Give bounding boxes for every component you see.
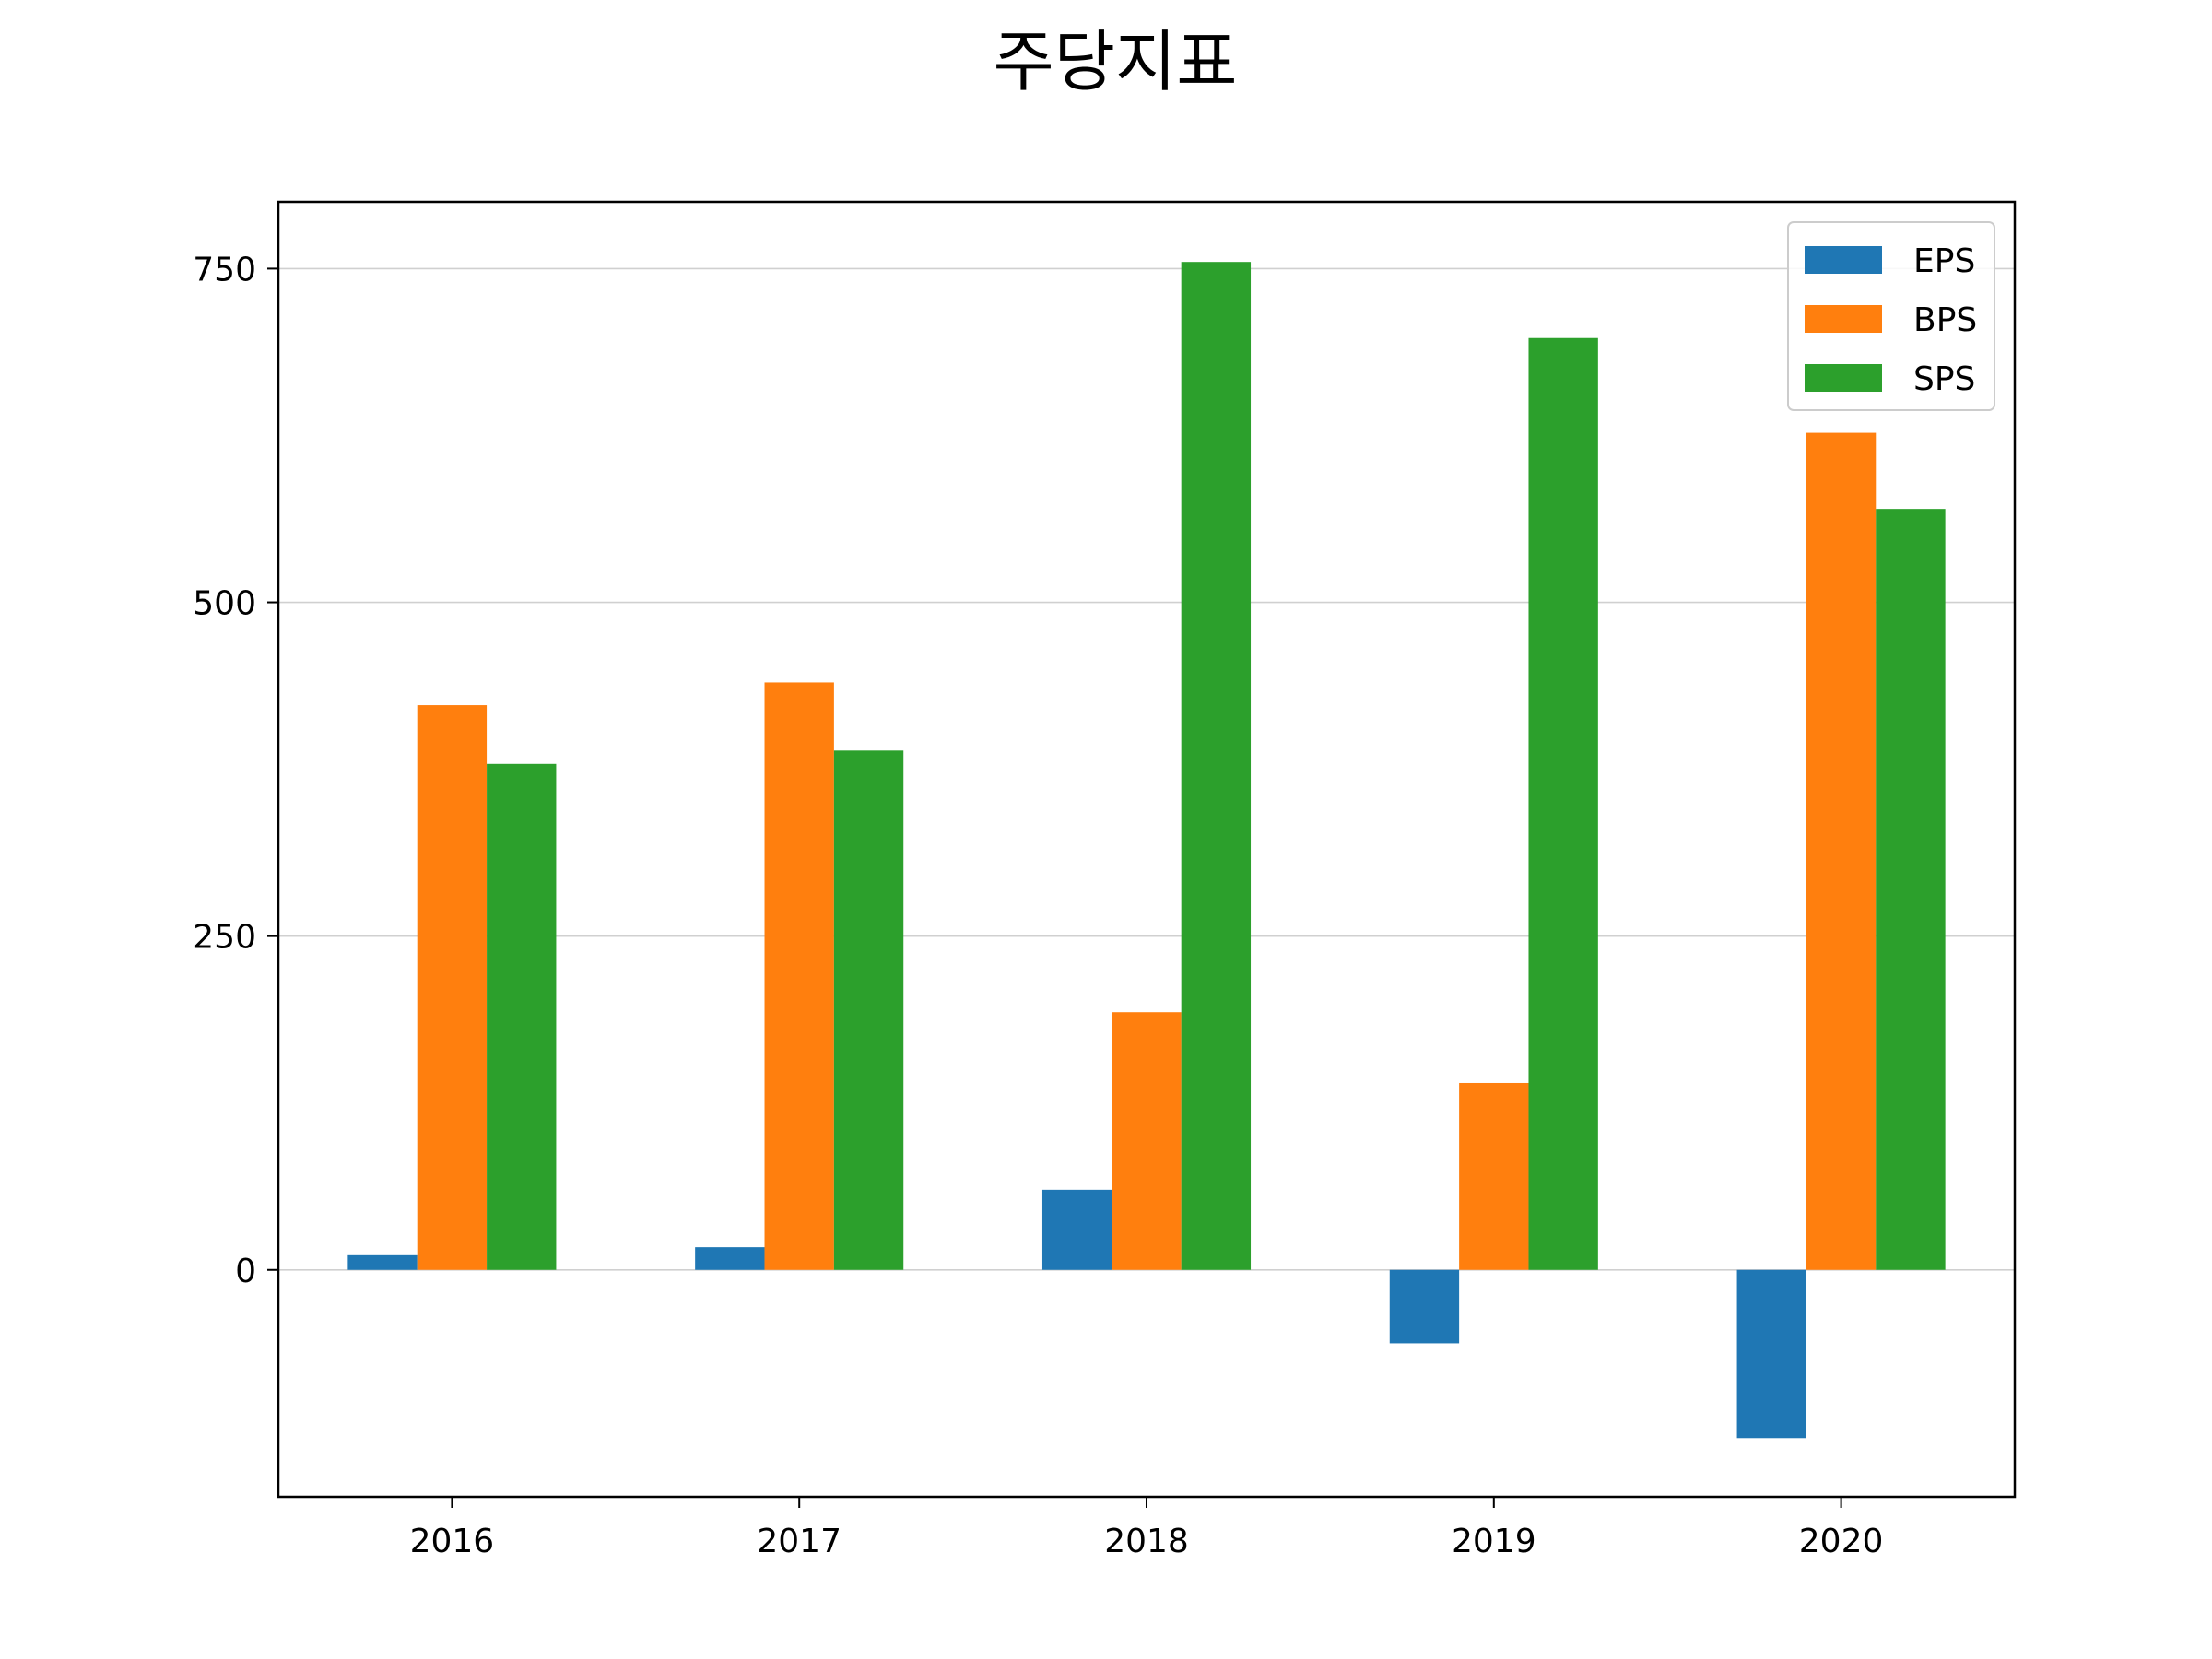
y-axis: 0 250 500 750: [193, 251, 278, 1290]
bar-sps-2016: [487, 763, 557, 1270]
x-tick-label: 2017: [757, 1523, 841, 1560]
legend-label-bps: BPS: [1913, 301, 1977, 339]
bar-bps-2017: [764, 682, 834, 1270]
x-tick-label: 2020: [1799, 1523, 1884, 1560]
legend: EPS BPS SPS: [1787, 221, 1995, 411]
legend-swatch-sps: [1805, 364, 1882, 392]
bar-bps-2018: [1112, 1012, 1182, 1270]
legend-label-sps: SPS: [1913, 360, 1975, 398]
bar-eps-2020: [1736, 1269, 1806, 1439]
x-axis: 2016 2017 2018 2019 2020: [410, 1497, 1884, 1560]
bars: [347, 262, 1946, 1439]
bar-sps-2020: [1876, 509, 1946, 1270]
bar-eps-2016: [347, 1254, 418, 1270]
y-tick-label: 250: [193, 919, 256, 957]
bar-sps-2019: [1528, 337, 1598, 1270]
x-tick-label: 2018: [1104, 1523, 1189, 1560]
bar-sps-2018: [1181, 262, 1252, 1270]
bar-eps-2019: [1389, 1269, 1460, 1344]
bar-eps-2017: [695, 1247, 765, 1270]
y-tick-label: 500: [193, 585, 256, 623]
x-tick-label: 2016: [410, 1523, 495, 1560]
grid-lines: [278, 267, 2015, 1271]
bar-sps-2017: [833, 750, 904, 1270]
bar-bps-2019: [1459, 1082, 1529, 1270]
bar-eps-2018: [1041, 1189, 1112, 1270]
y-tick-label: 750: [193, 251, 256, 288]
legend-swatch-bps: [1805, 305, 1882, 333]
y-tick-label: 0: [235, 1253, 256, 1290]
chart-title: 주당지표: [994, 23, 1238, 100]
legend-swatch-eps: [1805, 246, 1882, 274]
x-tick-label: 2019: [1452, 1523, 1536, 1560]
bar-bps-2016: [417, 705, 488, 1270]
bar-bps-2020: [1806, 432, 1877, 1270]
legend-label-eps: EPS: [1913, 242, 1975, 280]
